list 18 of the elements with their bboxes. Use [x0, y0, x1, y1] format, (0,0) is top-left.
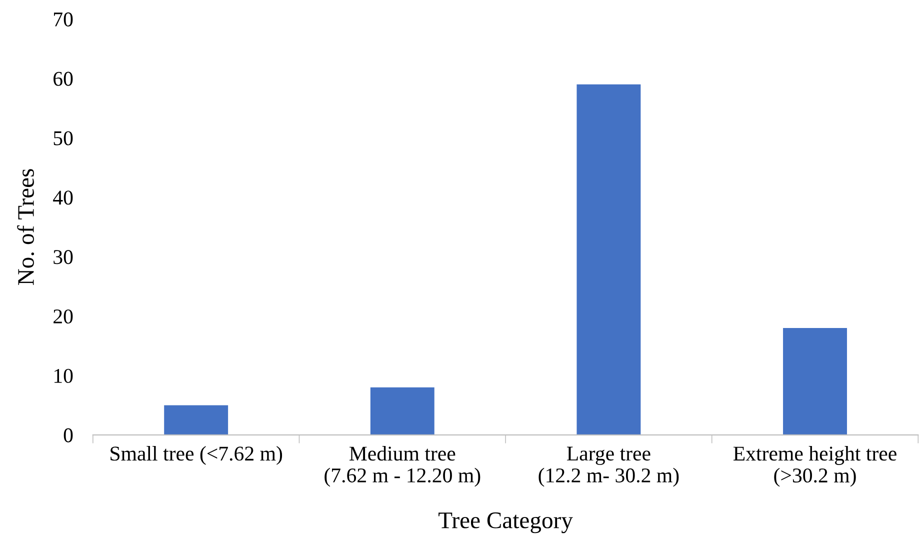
bar — [164, 405, 228, 435]
y-axis-title: No. of Trees — [17, 169, 34, 285]
y-tick-label: 30 — [54, 250, 73, 264]
y-tick-label: 60 — [54, 72, 73, 86]
x-tick-label: Extreme height tree (>30.2 m) — [733, 446, 896, 487]
x-axis-title: Tree Category — [438, 512, 573, 534]
y-tick-label: 40 — [53, 190, 73, 205]
y-tick-label: 50 — [54, 131, 73, 146]
y-tick-label: 70 — [54, 12, 73, 26]
bar — [783, 328, 847, 435]
x-tick-label: Medium tree (7.62 m - 12.20 m) — [324, 446, 480, 487]
y-tick-label: 20 — [54, 309, 73, 324]
x-tick-label: Large tree (12.2 m- 30.2 m) — [538, 446, 679, 487]
bar — [370, 387, 434, 435]
x-tick-label: Small tree (<7.62 m) — [110, 446, 282, 465]
bar — [576, 84, 641, 435]
y-tick-label: 0 — [64, 428, 73, 442]
y-tick-label: 10 — [54, 368, 73, 383]
